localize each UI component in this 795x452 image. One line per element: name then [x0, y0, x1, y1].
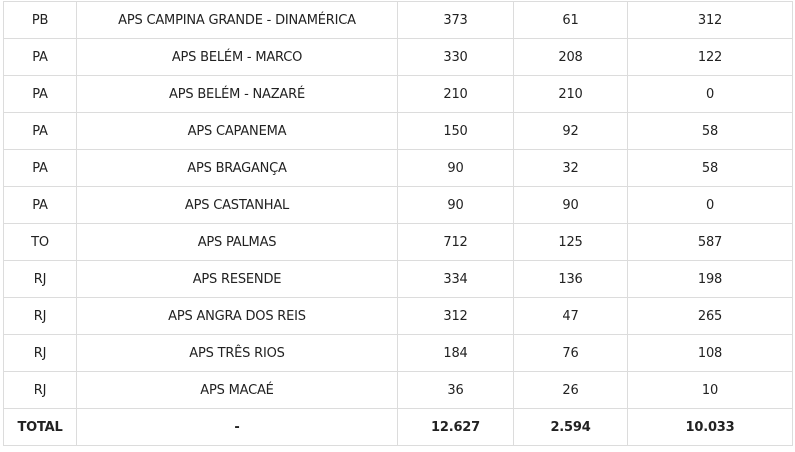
value-cell-1: 330: [397, 38, 514, 76]
table-row: PB APS CAMPINA GRANDE - DINAMÉRICA 373 61 31…: [3, 1, 793, 39]
state-cell: PA: [3, 112, 77, 150]
value-cell-3: 587: [627, 223, 793, 261]
total-value-cell-2: 2.594: [513, 408, 628, 446]
value-cell-2: 210: [513, 75, 628, 113]
unit-name-cell: APS PALMAS: [76, 223, 398, 261]
state-cell: PB: [3, 1, 77, 39]
value-cell-3: 58: [627, 149, 793, 187]
value-cell-1: 150: [397, 112, 514, 150]
value-cell-3: 0: [627, 186, 793, 224]
unit-name-cell: APS BELÉM - MARCO: [76, 38, 398, 76]
state-cell: RJ: [3, 297, 77, 335]
total-value-cell-1: 12.627: [397, 408, 514, 446]
total-unit-name-cell: -: [76, 408, 398, 446]
unit-name-cell: APS ANGRA DOS REIS: [76, 297, 398, 335]
unit-name-cell: APS RESENDE: [76, 260, 398, 298]
table-row: PA APS BRAGANÇA 90 32 58: [3, 149, 793, 187]
state-cell: RJ: [3, 371, 77, 409]
value-cell-2: 90: [513, 186, 628, 224]
table-row: RJ APS ANGRA DOS REIS 312 47 265: [3, 297, 793, 335]
table-row: RJ APS TRÊS RIOS 184 76 108: [3, 334, 793, 372]
value-cell-2: 26: [513, 371, 628, 409]
value-cell-2: 76: [513, 334, 628, 372]
value-cell-3: 198: [627, 260, 793, 298]
value-cell-2: 32: [513, 149, 628, 187]
unit-name-cell: APS TRÊS RIOS: [76, 334, 398, 372]
value-cell-1: 36: [397, 371, 514, 409]
value-cell-1: 90: [397, 186, 514, 224]
unit-name-cell: APS MACAÉ: [76, 371, 398, 409]
value-cell-3: 10: [627, 371, 793, 409]
state-cell: PA: [3, 75, 77, 113]
state-cell: TO: [3, 223, 77, 261]
total-value-cell-3: 10.033: [627, 408, 793, 446]
table-row: PA APS BELÉM - MARCO 330 208 122: [3, 38, 793, 76]
data-table: PB APS CAMPINA GRANDE - DINAMÉRICA 373 61 31…: [3, 1, 793, 446]
table-row: PA APS CAPANEMA 150 92 58: [3, 112, 793, 150]
value-cell-3: 58: [627, 112, 793, 150]
table-row: RJ APS RESENDE 334 136 198: [3, 260, 793, 298]
value-cell-1: 334: [397, 260, 514, 298]
value-cell-1: 210: [397, 75, 514, 113]
state-cell: PA: [3, 186, 77, 224]
value-cell-2: 136: [513, 260, 628, 298]
value-cell-3: 265: [627, 297, 793, 335]
table-row: RJ APS MACAÉ 36 26 10: [3, 371, 793, 409]
value-cell-1: 184: [397, 334, 514, 372]
unit-name-cell: APS CAMPINA GRANDE - DINAMÉRICA: [76, 1, 398, 39]
unit-name-cell: APS CASTANHAL: [76, 186, 398, 224]
unit-name-cell: APS BELÉM - NAZARÉ: [76, 75, 398, 113]
state-cell: PA: [3, 38, 77, 76]
state-cell: RJ: [3, 260, 77, 298]
table-row: TO APS PALMAS 712 125 587: [3, 223, 793, 261]
table-row: PA APS CASTANHAL 90 90 0: [3, 186, 793, 224]
value-cell-2: 61: [513, 1, 628, 39]
unit-name-cell: APS BRAGANÇA: [76, 149, 398, 187]
value-cell-3: 122: [627, 38, 793, 76]
total-state-cell: TOTAL: [3, 408, 77, 446]
value-cell-3: 108: [627, 334, 793, 372]
value-cell-2: 47: [513, 297, 628, 335]
value-cell-2: 208: [513, 38, 628, 76]
value-cell-3: 0: [627, 75, 793, 113]
value-cell-1: 373: [397, 1, 514, 39]
value-cell-1: 312: [397, 297, 514, 335]
unit-name-cell: APS CAPANEMA: [76, 112, 398, 150]
state-cell: RJ: [3, 334, 77, 372]
value-cell-1: 90: [397, 149, 514, 187]
value-cell-2: 92: [513, 112, 628, 150]
value-cell-3: 312: [627, 1, 793, 39]
state-cell: PA: [3, 149, 77, 187]
value-cell-1: 712: [397, 223, 514, 261]
total-row: TOTAL -12.627 2.594 10.033: [3, 408, 793, 446]
value-cell-2: 125: [513, 223, 628, 261]
